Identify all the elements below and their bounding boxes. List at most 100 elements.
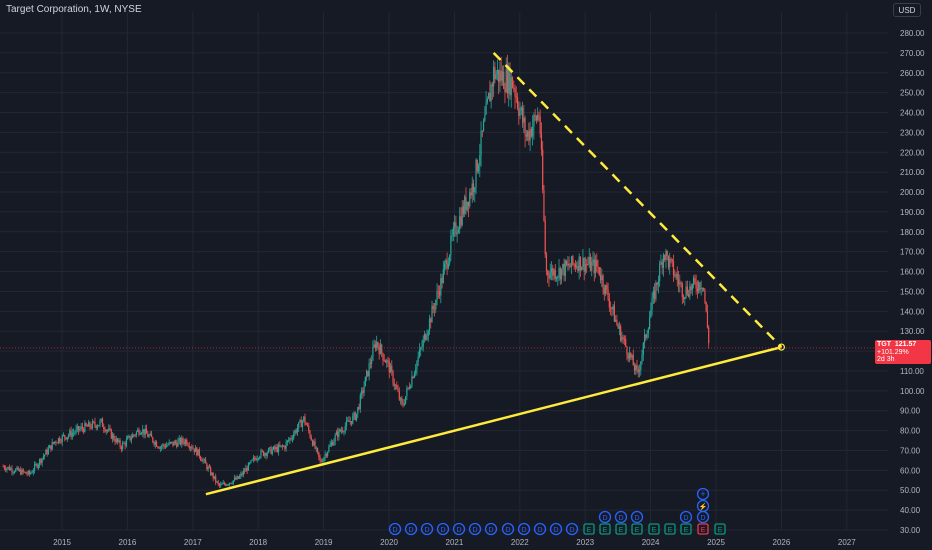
candle-body: [485, 102, 487, 115]
candle-body: [271, 449, 273, 454]
candle-body: [427, 331, 429, 336]
candle-body: [689, 286, 691, 297]
candle-body: [682, 297, 685, 299]
candle-body: [41, 458, 43, 463]
candle-body: [403, 403, 405, 406]
candle-body: [594, 260, 597, 274]
candle-body: [420, 348, 422, 350]
candle-body: [67, 435, 70, 437]
candle-body: [636, 365, 638, 370]
candle-body: [172, 441, 174, 446]
candle-body: [625, 339, 627, 347]
candle-body: [581, 267, 583, 271]
candle-body: [582, 257, 584, 268]
candle-body: [382, 353, 384, 361]
candle-body: [417, 356, 419, 362]
candle-body: [626, 346, 628, 355]
candle-body: [623, 338, 626, 340]
candle-body: [13, 471, 16, 473]
candle-body: [343, 431, 345, 433]
candle-body: [320, 460, 322, 462]
candle-body: [301, 421, 304, 428]
candle-body: [309, 431, 311, 438]
candle-body: [470, 192, 472, 196]
candle-body: [679, 282, 681, 285]
candle-body: [284, 446, 286, 449]
candle-body: [456, 232, 458, 235]
candle-body: [428, 318, 431, 332]
y-tick-label: 90.00: [900, 407, 921, 416]
candle-body: [655, 282, 657, 300]
candle-body: [149, 433, 151, 436]
candle-body: [72, 432, 75, 434]
candle-body: [80, 426, 82, 429]
currency-button[interactable]: USD: [893, 3, 921, 17]
dividend-marker-label: D: [569, 527, 574, 534]
candle-body: [553, 269, 555, 276]
candle-body: [506, 68, 509, 94]
candle-body: [327, 451, 329, 456]
dividend-marker: [565, 522, 579, 536]
candle-body: [272, 446, 275, 450]
candle-body: [495, 74, 497, 79]
candle-body: [30, 472, 32, 475]
y-tick-label: 140.00: [900, 307, 925, 316]
candle-body: [446, 259, 448, 269]
candle-body: [194, 447, 197, 452]
candle-body: [115, 438, 117, 443]
candle-body: [279, 444, 281, 447]
candle-body: [445, 259, 447, 264]
candle-body: [695, 281, 697, 289]
candle-body: [490, 84, 492, 102]
y-tick-label: 210.00: [900, 168, 925, 177]
candle-body: [3, 466, 5, 469]
candle-body: [255, 458, 257, 461]
candle-body: [147, 433, 149, 437]
candle-body: [698, 282, 700, 292]
candle-body: [476, 159, 478, 172]
candle-body: [8, 466, 11, 471]
candle-body: [166, 445, 168, 448]
candle-body: [226, 484, 228, 486]
candle-body: [413, 373, 416, 378]
candle-body: [372, 346, 374, 361]
earnings-marker: [648, 523, 660, 535]
y-tick-label: 100.00: [900, 387, 925, 396]
candle-body: [593, 259, 595, 274]
candle-body: [671, 259, 673, 262]
candle-body: [122, 442, 124, 450]
candle-body: [91, 421, 94, 429]
candle-body: [620, 326, 622, 341]
candle-body: [90, 427, 92, 429]
candle-body: [399, 397, 402, 400]
candle-body: [539, 116, 541, 134]
candle-body: [349, 421, 351, 422]
candle-body: [606, 285, 608, 290]
dividend-marker-label: D: [392, 527, 397, 534]
candle-body: [686, 286, 688, 295]
candle-body: [235, 477, 237, 480]
candle-body: [285, 442, 287, 449]
candle-body: [410, 386, 412, 389]
dividend-marker-label: D: [602, 515, 607, 522]
dividend-marker-label: D: [618, 515, 623, 522]
candle-body: [295, 430, 297, 433]
candle-body: [407, 387, 409, 389]
candle-body: [627, 354, 629, 359]
change-text: +101.29%: [877, 348, 909, 356]
candle-body: [261, 450, 263, 452]
candle-body: [455, 222, 457, 235]
y-tick-label: 220.00: [900, 148, 925, 157]
candle-body: [422, 339, 424, 347]
candle-body: [42, 456, 44, 459]
candle-body: [496, 69, 499, 75]
candle-body: [213, 476, 216, 479]
candle-body: [670, 258, 672, 260]
candle-body: [519, 110, 521, 116]
candle-body: [518, 107, 520, 116]
candle-body: [532, 126, 534, 137]
candle-body: [386, 360, 388, 363]
candle-body: [189, 447, 192, 448]
